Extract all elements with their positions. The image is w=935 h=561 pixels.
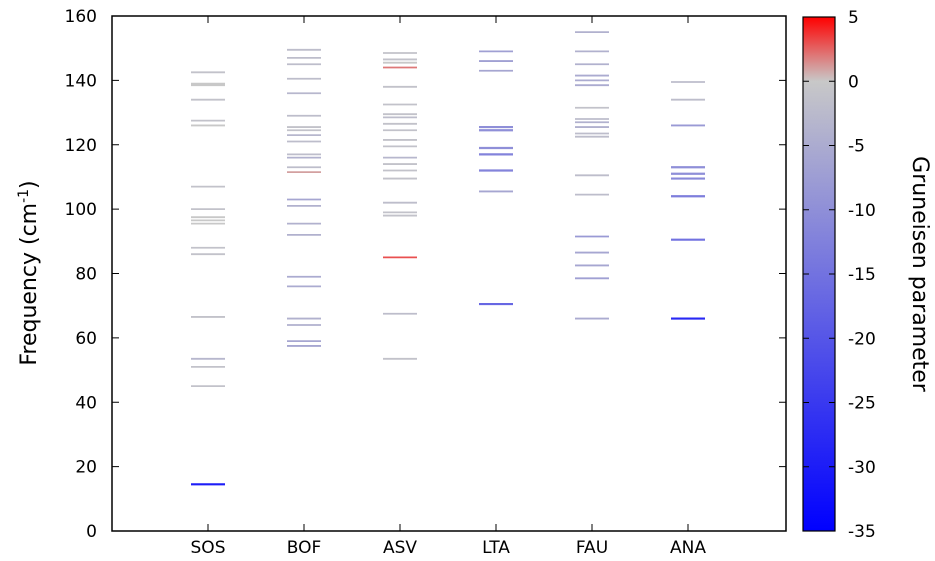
y-tick-label-20: 20	[75, 458, 97, 478]
x-tick-label-lta: LTA	[482, 538, 510, 556]
x-tick-labels: SOS BOF ASV LTA FAU ANA	[191, 538, 707, 558]
y-tick-label-100: 100	[65, 200, 97, 220]
plot-area	[112, 16, 786, 531]
y-tick-label-80: 80	[75, 265, 97, 285]
y-tick-label-160: 160	[65, 7, 97, 27]
y-tick-label-120: 120	[65, 136, 97, 156]
colorbar-tick-label--30: -30	[848, 458, 876, 478]
colorbar-label: Gruneisen parameter	[907, 156, 932, 393]
x-tick-label-bof: BOF	[287, 538, 322, 556]
colorbar-tick-label--5: -5	[848, 137, 865, 157]
colorbar-tick-label-5: 5	[848, 8, 859, 28]
y-tick-label-60: 60	[75, 329, 97, 349]
data-marks	[191, 31, 705, 486]
x-tick-label-ana: ANA	[670, 538, 706, 556]
colorbar-tick-label--35: -35	[848, 522, 876, 542]
colorbar-ticks: 5 0 -5 -10 -15 -20 -25 -30 -35	[803, 8, 876, 542]
colorbar-tick-label--10: -10	[848, 201, 876, 221]
x-tick-label-asv: ASV	[383, 538, 417, 556]
colorbar-tick-label--25: -25	[848, 394, 876, 414]
y-tick-label-0: 0	[86, 522, 97, 542]
y-tick-label-40: 40	[75, 393, 97, 413]
plot-frame	[111, 15, 787, 532]
y-tick-label-140: 140	[65, 71, 97, 91]
y-tick-labels: 0 20 40 60 80 100 120 140 160	[65, 7, 97, 542]
colorbar-tick-label-0: 0	[848, 72, 859, 92]
x-tick-label-fau: FAU	[576, 538, 608, 556]
colorbar-tick-label--20: -20	[848, 329, 876, 349]
x-tick-label-sos: SOS	[191, 538, 226, 556]
y-axis-title: Frequency (cm-1)	[16, 180, 42, 365]
colorbar-tick-label--15: -15	[848, 265, 876, 285]
